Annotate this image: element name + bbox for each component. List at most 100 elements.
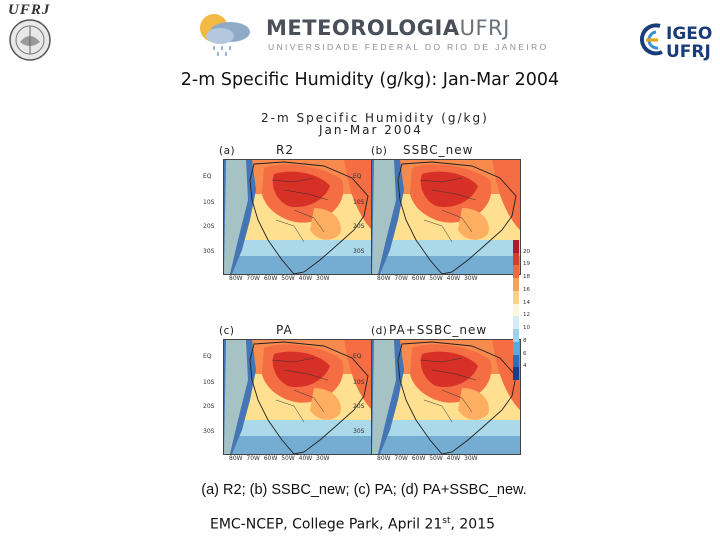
continent-outline [397,341,517,454]
panel-c-name: PA [276,323,293,337]
field-amazon-core [420,351,478,388]
sun-cloud-icon [200,14,250,56]
map-panel-b [371,159,521,275]
footer-text: EMC-NCEP, College Park, April 21st, 2015 [0,516,705,533]
colorbar-swatch [513,341,519,356]
igeo-line2: UFRJ [666,42,711,62]
map-panel-c [223,339,373,455]
continent-outline [249,341,369,454]
colorbar-label: 10 [523,325,530,332]
field-band-far-south [224,256,372,274]
slide-title: 2-m Specific Humidity (g/kg): Jan-Mar 20… [180,70,560,90]
colorbar-label: 19 [523,261,530,268]
field-andes [224,160,248,274]
field-amazon-core [420,171,478,208]
ufrj-logo: UFRJ [4,2,62,66]
lat-tick: 30S [353,248,365,255]
field-band-far-south [372,436,520,454]
panel-c-label: (c) [219,325,235,337]
lat-tick: 30S [203,428,215,435]
field-andes [224,340,248,454]
field-band-far-south [372,256,520,274]
lat-tick: EQ [353,353,362,360]
footer-end: , 2015 [450,516,496,533]
colorbar-label: 4 [523,363,527,370]
continent-outline [249,161,369,274]
panel-b-name: SSBC_new [403,143,474,157]
lat-tick: 20S [353,223,365,230]
country-borders [419,357,477,423]
figure-subtitle: Jan-Mar 2004 [319,123,423,137]
meteorologia-ufrj: UFRJ [459,16,510,40]
country-borders [271,177,329,243]
ufrj-logo-text: UFRJ [8,2,51,18]
igeo-text: IGEO UFRJ [666,25,712,61]
panel-d-name: PA+SSBC_new [389,323,488,337]
field-amazon-core [272,171,330,208]
humidity-figure: 2-m Specific Humidity (g/kg) Jan-Mar 200… [201,103,537,467]
lat-tick: 10S [203,379,215,386]
figure-caption: (a) R2; (b) SSBC_new; (c) PA; (d) PA+SSB… [201,482,527,498]
colorbar-swatch [513,316,519,330]
colorbar-swatch [513,290,519,305]
lat-tick: EQ [353,173,362,180]
colorbar-swatch [513,252,519,266]
colorbar-swatch [513,367,519,381]
igeo-logo: IGEO UFRJ [636,22,720,72]
map-panel-a [223,159,373,275]
lon-ticks-b: 80W 70W 60W 50W 40W 30W [377,275,478,282]
lat-tick: 30S [203,248,215,255]
country-borders [419,177,477,243]
igeo-line1: IGEO [666,24,713,44]
colorbar-label: 6 [523,350,527,357]
igeo-emblem-icon [639,23,663,56]
figure-title: 2-m Specific Humidity (g/kg) [261,111,489,125]
lat-tick: 20S [203,223,215,230]
field-amazon-core [272,351,330,388]
lat-tick: 20S [203,403,215,410]
colorbar-swatch [513,303,519,317]
meteorologia-subtitle: UNIVERSIDADE FEDERAL DO RIO DE JANEIRO [268,42,549,52]
colorbar-label: 18 [523,274,530,281]
footer-sup: st [442,516,451,526]
meteorologia-word: METEOROLOGIA [266,16,460,40]
field-east-mid [310,388,341,420]
panel-a-name: R2 [276,143,294,157]
country-borders [271,357,329,423]
lon-ticks-a: 80W 70W 60W 50W 40W 30W [229,275,330,282]
lat-tick: EQ [203,353,212,360]
field-east-mid [458,388,489,420]
colorbar: 20 19 18 16 14 12 10 8 6 4 [513,240,545,381]
colorbar-label: 14 [523,299,530,306]
footer-main: EMC-NCEP, College Park, April 21 [209,516,443,533]
meteorologia-wordmark: METEOROLOGIAUFRJ [266,16,510,40]
colorbar-swatch [513,329,519,343]
field-andes [372,160,396,274]
lat-tick: 10S [353,199,365,206]
colorbar-label: 20 [523,248,530,255]
field-east-mid [310,208,341,240]
colorbar-swatch [513,265,519,279]
lon-ticks-c: 80W 70W 60W 50W 40W 30W [229,455,330,462]
colorbar-label: 12 [523,312,530,319]
panel-d-label: (d) [371,325,388,337]
ufrj-crest-icon [9,19,51,61]
field-east-mid [458,208,489,240]
field-andes [372,340,396,454]
lat-tick: EQ [203,173,212,180]
field-band-far-south [224,436,372,454]
lon-ticks-d: 80W 70W 60W 50W 40W 30W [377,455,478,462]
lat-tick: 20S [353,403,365,410]
continent-outline [397,161,517,274]
panel-a-label: (a) [219,145,236,157]
colorbar-swatch [513,240,519,254]
colorbar-label: 8 [523,337,527,344]
lat-tick: 10S [353,379,365,386]
lat-tick: 10S [203,199,215,206]
panel-b-label: (b) [371,145,388,157]
lat-tick: 30S [353,428,365,435]
meteorologia-logo: METEOROLOGIAUFRJ UNIVERSIDADE FEDERAL DO… [192,8,546,58]
colorbar-swatch [513,354,519,368]
colorbar-label: 16 [523,286,530,293]
map-panel-d [371,339,521,455]
